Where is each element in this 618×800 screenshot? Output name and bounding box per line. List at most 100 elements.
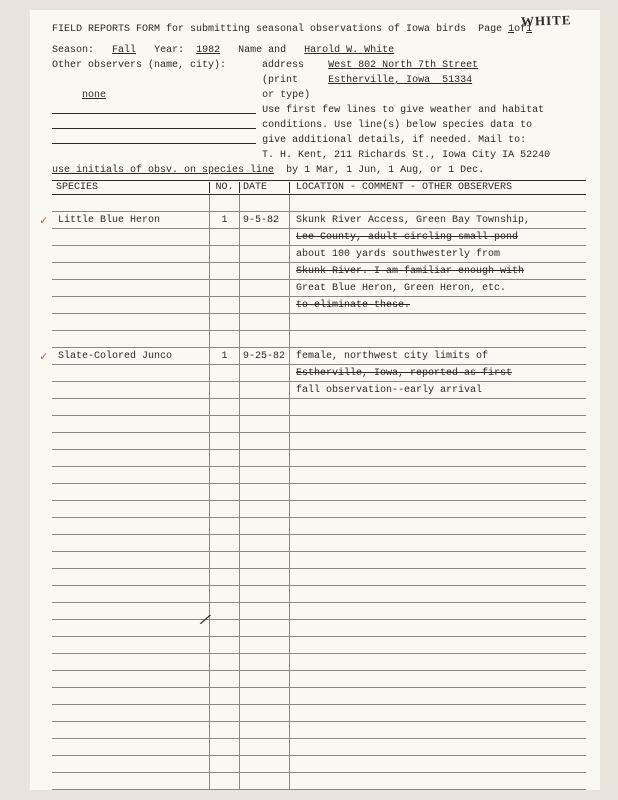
no-cell <box>210 382 240 398</box>
no-cell <box>210 263 240 279</box>
address-line-2: Estherville, Iowa 51334 <box>328 75 472 86</box>
no-cell <box>210 637 240 653</box>
no-cell <box>210 450 240 466</box>
date-cell <box>240 365 290 381</box>
no-cell <box>210 314 240 330</box>
table-row <box>52 195 586 212</box>
instructions-line: Use first few lines to give weather and … <box>262 105 544 116</box>
date-cell <box>240 484 290 500</box>
no-cell <box>210 739 240 755</box>
no-cell: 1 <box>210 212 240 228</box>
table-row <box>52 637 586 654</box>
no-cell <box>210 246 240 262</box>
location-cell: Lee County, adult circling small pond <box>296 232 518 243</box>
date-cell <box>240 569 290 585</box>
name-value: Harold W. White <box>304 45 394 56</box>
table-row: ✓Little Blue Heron19-5-82Skunk River Acc… <box>52 212 586 229</box>
form-header: FIELD REPORTS FORM for submitting season… <box>52 22 586 178</box>
form-page: WHITE FIELD REPORTS FORM for submitting … <box>30 10 600 790</box>
no-cell <box>210 586 240 602</box>
date-cell <box>240 314 290 330</box>
date-cell <box>240 688 290 704</box>
table-row <box>52 535 586 552</box>
date-cell: 9-25-82 <box>240 348 290 364</box>
table-row <box>52 654 586 671</box>
season-value: Fall <box>112 45 136 56</box>
no-cell <box>210 535 240 551</box>
table-row <box>52 416 586 433</box>
instructions-line: by 1 Mar, 1 Jun, 1 Aug, or 1 Dec. <box>286 165 484 176</box>
table-body: ✓Little Blue Heron19-5-82Skunk River Acc… <box>52 195 586 790</box>
table-row <box>52 433 586 450</box>
no-cell <box>210 280 240 296</box>
date-cell <box>240 739 290 755</box>
instructions-line: T. H. Kent, 211 Richards St., Iowa City … <box>262 150 550 161</box>
date-cell <box>240 756 290 772</box>
date-cell <box>240 535 290 551</box>
date-cell <box>240 671 290 687</box>
date-cell <box>240 331 290 347</box>
date-cell: 9-5-82 <box>240 212 290 228</box>
date-cell <box>240 467 290 483</box>
no-cell <box>210 195 240 211</box>
no-cell <box>210 297 240 313</box>
print-label: (print <box>262 75 298 86</box>
address-line-1: West 802 North 7th Street <box>328 60 478 71</box>
table-row: Skunk River. I am familiar enough with <box>52 263 586 280</box>
table-row <box>52 586 586 603</box>
th-date: DATE <box>240 182 290 193</box>
table-row <box>52 331 586 348</box>
name-label: Name and <box>238 45 286 56</box>
table-row <box>52 501 586 518</box>
table-row <box>52 705 586 722</box>
date-cell <box>240 297 290 313</box>
location-cell: Estherville, Iowa, reported as first <box>296 368 512 379</box>
date-cell <box>240 722 290 738</box>
date-cell <box>240 382 290 398</box>
no-cell <box>210 484 240 500</box>
date-cell <box>240 450 290 466</box>
year-label: Year: <box>154 45 184 56</box>
table-row <box>52 484 586 501</box>
table-row <box>52 569 586 586</box>
date-cell <box>240 518 290 534</box>
no-cell <box>210 501 240 517</box>
checkmark-icon: ✓ <box>40 213 47 228</box>
no-cell <box>210 688 240 704</box>
date-cell <box>240 654 290 670</box>
date-cell <box>240 280 290 296</box>
date-cell <box>240 195 290 211</box>
handwritten-name: WHITE <box>521 12 572 30</box>
date-cell <box>240 603 290 619</box>
other-observers-label: Other observers (name, city): <box>52 60 226 71</box>
date-cell <box>240 433 290 449</box>
table-row <box>52 467 586 484</box>
table-row <box>52 671 586 688</box>
table-row <box>52 450 586 467</box>
table-row: Lee County, adult circling small pond <box>52 229 586 246</box>
table-row: Estherville, Iowa, reported as first <box>52 365 586 382</box>
no-cell <box>210 467 240 483</box>
location-cell: female, northwest city limits of <box>296 351 488 362</box>
location-cell: fall observation--early arrival <box>296 385 482 396</box>
no-cell <box>210 365 240 381</box>
table-row: ✓Slate-Colored Junco19-25-82female, nort… <box>52 348 586 365</box>
no-cell <box>210 399 240 415</box>
date-cell <box>240 620 290 636</box>
species-cell: Slate-Colored Junco <box>58 351 172 362</box>
checkmark-icon: ✓ <box>40 349 47 364</box>
table-row: about 100 yards southwesterly from <box>52 246 586 263</box>
ortype-label: or type) <box>262 90 310 101</box>
table-row <box>52 688 586 705</box>
table-header: SPECIES NO. DATE LOCATION - COMMENT - OT… <box>52 180 586 195</box>
th-species: SPECIES <box>52 182 210 193</box>
no-cell <box>210 569 240 585</box>
no-cell <box>210 433 240 449</box>
date-cell <box>240 416 290 432</box>
no-cell <box>210 229 240 245</box>
instructions-line: conditions. Use line(s) below species da… <box>262 120 532 131</box>
table-row <box>52 756 586 773</box>
th-location: LOCATION - COMMENT - OTHER OBSERVERS <box>290 182 586 193</box>
location-cell: about 100 yards southwesterly from <box>296 249 500 260</box>
table-row <box>52 739 586 756</box>
